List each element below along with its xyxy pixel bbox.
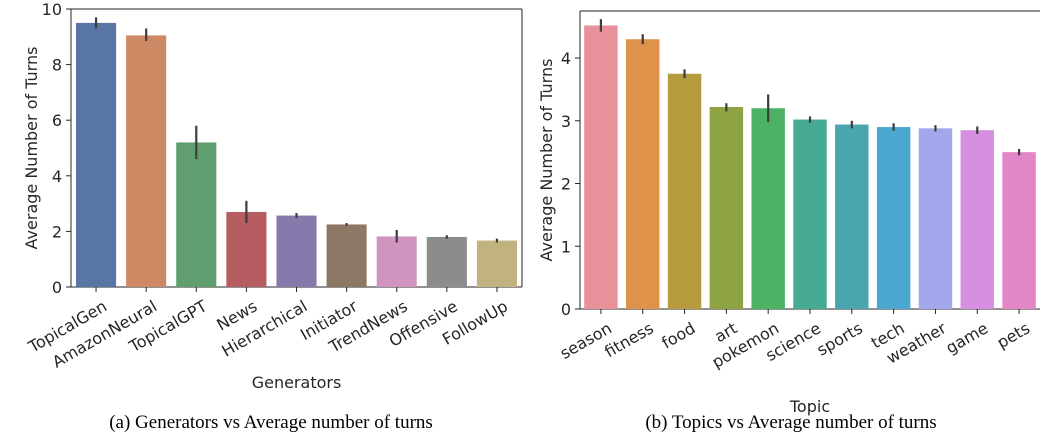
x-axis-label: Generators (252, 373, 342, 392)
x-tick-label: sports (813, 318, 865, 359)
bar (326, 224, 367, 287)
y-tick-label: 8 (52, 56, 62, 75)
bar (176, 142, 217, 287)
bar (751, 108, 785, 310)
x-tick-label: pets (994, 318, 1033, 352)
bar (835, 124, 869, 309)
bar (626, 39, 660, 310)
bar (476, 240, 517, 287)
bar (918, 128, 953, 309)
y-tick-label: 6 (52, 111, 62, 130)
y-tick-label: 4 (52, 167, 62, 186)
x-tick-label: game (942, 318, 991, 357)
x-tick-label: season (557, 318, 615, 363)
caption-topics: (b) Topics vs Average number of turns (645, 412, 936, 433)
y-axis-label: Average Number of Turns (22, 47, 41, 250)
y-tick-label: 4 (561, 49, 571, 68)
bar (426, 236, 467, 287)
x-axis-label: Topic (789, 397, 830, 416)
y-tick-label: 0 (561, 300, 571, 319)
bar (876, 127, 911, 309)
bar (226, 211, 267, 287)
y-tick-label: 1 (561, 237, 571, 256)
bar (376, 236, 417, 287)
bar (709, 106, 744, 309)
bar (960, 130, 994, 309)
y-axis-label: Average Number of Turns (537, 59, 556, 262)
caption-generators: (a) Generators vs Average number of turn… (109, 412, 433, 433)
y-tick-label: 10 (42, 0, 62, 19)
bar (276, 215, 317, 287)
y-tick-label: 0 (52, 278, 62, 297)
y-tick-label: 2 (52, 222, 62, 241)
y-tick-label: 2 (561, 175, 571, 194)
bar (793, 119, 827, 310)
bar (76, 22, 117, 288)
bar (584, 25, 618, 309)
x-tick-label: food (658, 318, 698, 352)
bar (667, 73, 702, 309)
bar (1002, 152, 1036, 309)
bar (126, 35, 167, 287)
y-tick-label: 3 (561, 112, 571, 131)
x-tick-label: fitness (601, 318, 656, 361)
